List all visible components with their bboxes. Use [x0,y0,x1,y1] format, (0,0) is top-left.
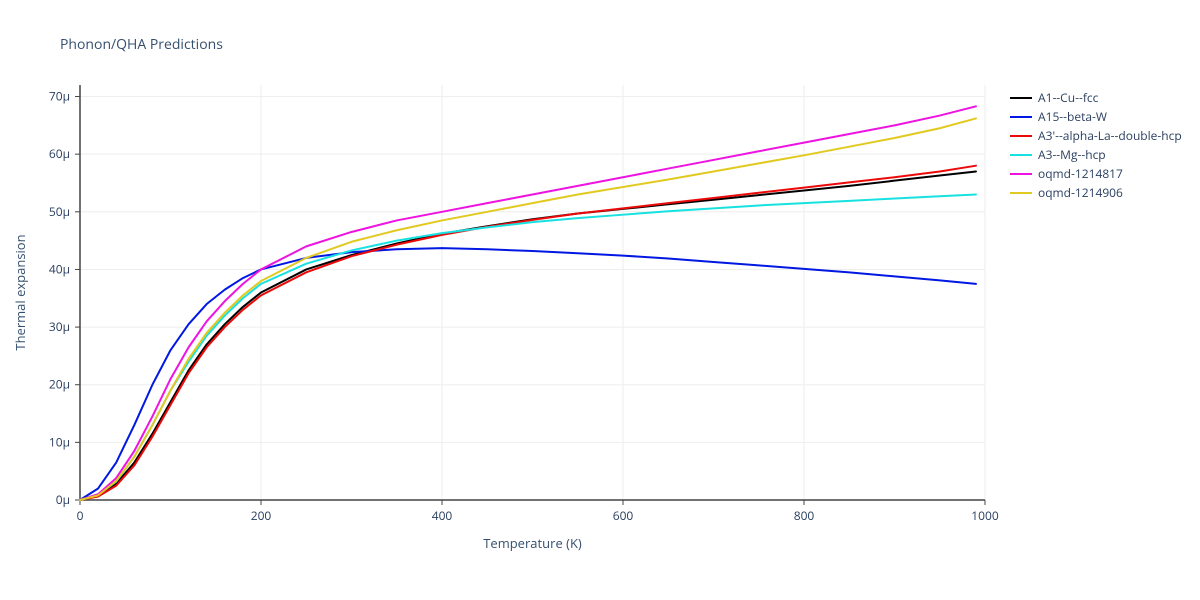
y-tick-label: 10μ [49,433,70,450]
y-tick-label: 60μ [49,145,70,162]
x-axis-label: Temperature (K) [483,534,582,552]
x-tick-label: 800 [794,507,815,524]
legend-label: A3--Mg--hcp [1038,146,1106,163]
x-tick-label: 200 [251,507,272,524]
y-tick-label: 0μ [56,491,70,508]
legend-label: oqmd-1214906 [1038,184,1123,201]
legend-item[interactable]: A15--beta-W [1010,107,1182,126]
series-oqmd-1214817[interactable] [80,106,976,500]
legend-label: A3'--alpha-La--double-hcp [1038,127,1182,144]
legend-item[interactable]: oqmd-1214906 [1010,183,1182,202]
legend-swatch [1010,116,1032,118]
legend-item[interactable]: A3--Mg--hcp [1010,145,1182,164]
legend-swatch [1010,97,1032,99]
y-tick-label: 50μ [49,203,70,220]
x-tick-label: 600 [613,507,634,524]
legend-item[interactable]: oqmd-1214817 [1010,164,1182,183]
y-tick-label: 30μ [49,318,70,335]
legend-label: A1--Cu--fcc [1038,89,1098,106]
x-tick-label: 400 [432,507,453,524]
chart-title: Phonon/QHA Predictions [60,35,223,54]
series-A15--beta-W[interactable] [80,248,976,500]
y-tick-label: 70μ [49,88,70,105]
legend-item[interactable]: A1--Cu--fcc [1010,88,1182,107]
legend-swatch [1010,192,1032,194]
x-tick-label: 0 [77,507,84,524]
legend-label: A15--beta-W [1038,108,1107,125]
x-tick-label: 1000 [971,507,999,524]
legend-label: oqmd-1214817 [1038,165,1123,182]
legend-swatch [1010,173,1032,175]
y-axis-label: Thermal expansion [11,234,29,350]
legend: A1--Cu--fcc A15--beta-W A3'--alpha-La--dou… [1010,88,1182,202]
series-A3--Mg--hcp[interactable] [80,195,976,500]
legend-swatch [1010,135,1032,137]
series-A3'--alpha-La--double-hcp[interactable] [80,166,976,500]
legend-item[interactable]: A3'--alpha-La--double-hcp [1010,126,1182,145]
y-tick-label: 20μ [49,376,70,393]
y-tick-label: 40μ [49,260,70,277]
legend-swatch [1010,154,1032,156]
